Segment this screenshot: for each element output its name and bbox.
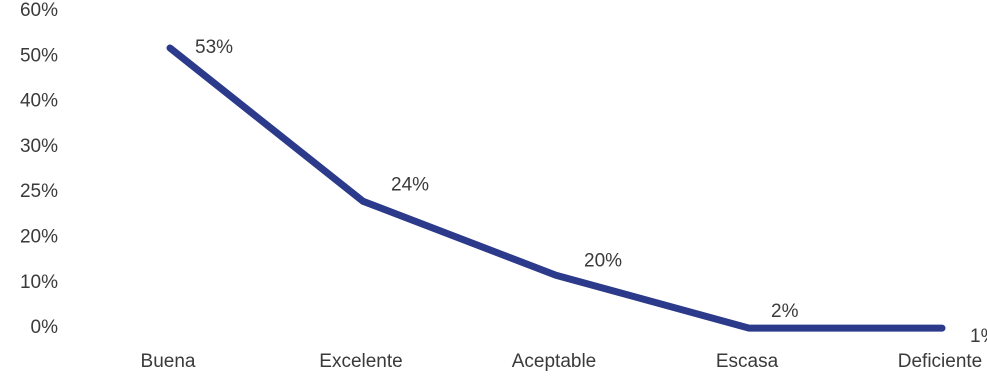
data-label: 53% [195,37,233,58]
series-layer [166,44,946,332]
data-label: 20% [584,250,622,271]
data-label: 2% [771,301,799,322]
y-tick-label: 60% [20,0,58,21]
x-category-label: Aceptable [512,351,597,372]
y-tick-label: 50% [20,45,58,66]
data-label-layer: 53% 24% 20% 2% 1% [195,37,987,347]
y-tick-label: 40% [20,91,58,112]
x-category-label: Buena [141,351,196,372]
y-tick-label: 10% [20,272,58,293]
y-tick-label: 0% [31,317,59,338]
x-axis: Buena Excelente Aceptable Escasa Deficiente [141,351,983,372]
x-category-label: Escasa [716,351,779,372]
data-label: 1% [970,326,987,347]
y-tick-label: 25% [20,181,58,202]
y-tick-label: 20% [20,227,58,248]
y-axis: 60% 50% 40% 30% 25% 20% 10% 0% [20,0,58,338]
x-category-label: Excelente [319,351,402,372]
series-line [166,44,946,332]
data-label: 24% [391,174,429,195]
y-tick-label: 30% [20,136,58,157]
x-category-label: Deficiente [898,351,983,372]
